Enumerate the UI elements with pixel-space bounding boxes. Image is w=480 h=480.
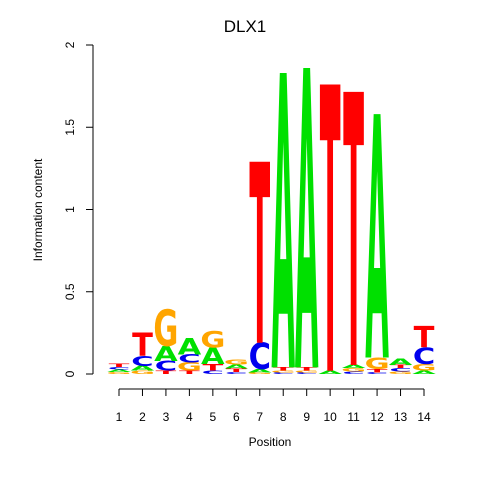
logo-letter-C-pos-4: C (178, 353, 200, 366)
logo-letter-C-pos-5: C (202, 370, 224, 375)
y-tick-label: 1.5 (63, 119, 77, 136)
logo-letter-C-pos-6: C (225, 372, 247, 375)
logo-letter-A-pos-14: A (412, 370, 436, 375)
logo-letter-A-pos-5: A (201, 344, 225, 370)
logo-letter-C-pos-14: C (413, 344, 435, 370)
logo-letter-G-pos-8: G (271, 370, 296, 373)
logo-letter-T-pos-14: T (414, 321, 435, 355)
x-axis: 1 2 3 4 5 6 7 8 9 10 11 12 13 14 (116, 388, 431, 424)
x-tick-label: 7 (256, 410, 263, 424)
logo-letter-G-pos-5: G (200, 327, 225, 353)
y-tick-label: 0 (63, 370, 77, 377)
logo-letter-A-pos-6: A (225, 364, 249, 370)
x-tick-label: 12 (370, 410, 384, 424)
logo-letter-T-pos-12: T (367, 368, 388, 373)
logo-letter-C-pos-9: C (296, 372, 318, 375)
logo-letter-G-pos-11: G (341, 368, 366, 373)
x-tick-label: 2 (139, 410, 146, 424)
logo-letter-A-pos-9: A (295, 0, 319, 465)
logo-letter-A-pos-4: A (178, 334, 202, 360)
logo-letter-C-pos-3: C (155, 358, 177, 374)
x-tick-label: 14 (417, 410, 431, 424)
logo-letter-G-pos-9: G (294, 370, 319, 373)
logo-letter-T-pos-11: T (343, 17, 364, 454)
y-axis-label: Information content (31, 158, 45, 261)
logo-letter-A-pos-8: A (271, 0, 295, 463)
logo-letter-A-pos-3: A (154, 343, 178, 367)
logo-letter-A-pos-2: A (131, 365, 155, 373)
logo-letter-C-pos-7: C (249, 336, 271, 378)
logo-letter-T-pos-10: T (320, 7, 341, 464)
logo-letter-A-pos-12: A (365, 48, 389, 437)
logo-letter-G-pos-12: G (365, 354, 390, 373)
logo-letter-T-pos-13: T (390, 364, 411, 369)
logo-letter-G-pos-2: G (130, 370, 155, 375)
logo-letter-G-pos-1: G (106, 372, 131, 375)
x-tick-label: 1 (116, 410, 123, 424)
logo-letter-A-pos-11: A (342, 364, 366, 369)
x-tick-label: 13 (394, 410, 408, 424)
logo-letter-T-pos-7: T (249, 113, 270, 402)
logo-letter-C-pos-2: C (131, 353, 153, 369)
y-tick-label: 2 (63, 41, 77, 48)
logo-letter-G-pos-14: G (411, 363, 436, 373)
x-tick-label: 11 (347, 410, 360, 424)
x-tick-label: 8 (280, 410, 287, 424)
logo-letter-C-pos-8: C (272, 372, 294, 375)
logo-letter-T-pos-4: T (179, 370, 200, 375)
logo-letter-C-pos-1: C (108, 367, 130, 371)
logo-letter-C-pos-13: C (389, 368, 411, 373)
logo-letter-A-pos-7: A (248, 368, 272, 373)
logo-letter-T-pos-5: T (202, 363, 224, 373)
logo-letter-T-pos-1: T (109, 364, 130, 369)
logo-letter-G-pos-7: G (247, 372, 272, 375)
chart-title: DLX1 (224, 17, 267, 36)
logo-letter-T-pos-3: T (156, 370, 177, 375)
y-axis: 0 0.5 1 1.5 2 (63, 41, 94, 377)
logo-letter-G-pos-6: G (224, 359, 249, 367)
logo-letter-G-pos-3: G (153, 300, 178, 358)
logo-letter-G-pos-4: G (177, 361, 202, 374)
logo-letter-C-pos-12: C (366, 372, 388, 375)
y-tick-label: 1 (63, 206, 77, 213)
x-tick-label: 10 (323, 410, 337, 424)
logo-letter-A-pos-13: A (389, 357, 413, 367)
logo-letter-C-pos-11: C (342, 371, 364, 375)
logo-letter-G-pos-13: G (388, 371, 413, 375)
logo-letter-A-pos-1: A (107, 369, 131, 373)
x-axis-label: Position (249, 435, 292, 449)
x-tick-label: 4 (186, 410, 193, 424)
logo-letter-T-pos-8: T (273, 367, 294, 372)
logo-letter-T-pos-6: T (226, 368, 247, 373)
logo-letter-T-pos-9: T (296, 367, 317, 372)
x-tick-label: 5 (210, 410, 217, 424)
x-tick-label: 9 (303, 410, 310, 424)
x-tick-label: 3 (163, 410, 170, 424)
logo-letter-A-pos-10: A (318, 370, 342, 375)
y-tick-label: 0.5 (63, 283, 77, 300)
x-tick-label: 6 (233, 410, 240, 424)
logo-letter-T-pos-2: T (132, 327, 153, 364)
